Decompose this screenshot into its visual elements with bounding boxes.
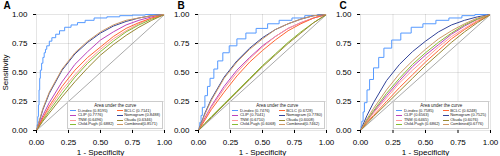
svg-text:B: B <box>178 0 185 11</box>
svg-text:0.00: 0.00 <box>336 126 352 135</box>
svg-text:1 - Specificity: 1 - Specificity <box>77 148 125 156</box>
svg-text:1 - Specificity: 1 - Specificity <box>402 148 450 156</box>
svg-text:0.50: 0.50 <box>336 68 352 77</box>
svg-text:1.00: 1.00 <box>483 138 499 147</box>
svg-text:0.75: 0.75 <box>174 39 190 48</box>
svg-text:1.00: 1.00 <box>174 10 190 19</box>
svg-text:0.75: 0.75 <box>287 138 303 147</box>
html-text:Nomogram (0.8488): Nomogram (0.8488) <box>124 112 160 118</box>
html-text:CLIP (0.7776): CLIP (0.7776) <box>77 112 103 118</box>
html-text:Combined(0.8571): Combined(0.8571) <box>124 121 158 127</box>
svg-text:1.00: 1.00 <box>157 138 173 147</box>
svg-text:0.75: 0.75 <box>125 138 141 147</box>
svg-text:1 - Specificity: 1 - Specificity <box>239 148 287 156</box>
html-text:TNM (0.6710): TNM (0.6710) <box>239 116 265 122</box>
svg-text:0.00: 0.00 <box>174 126 190 135</box>
svg-text:0.00: 0.00 <box>12 126 28 135</box>
html-text:Nomogram (0.7525): Nomogram (0.7525) <box>450 112 486 118</box>
html-text:TNM (0.6496): TNM (0.6496) <box>77 116 103 122</box>
svg-text:0.25: 0.25 <box>336 97 352 106</box>
svg-text:0.25: 0.25 <box>385 138 401 147</box>
svg-text:0.25: 0.25 <box>12 97 28 106</box>
html-text:Okuda (0.6008): Okuda (0.6008) <box>286 116 314 122</box>
svg-text:0.00: 0.00 <box>29 138 45 147</box>
html-text:CLIP (0.7041): CLIP (0.7041) <box>239 112 265 118</box>
html-text:Area under the curve: Area under the curve <box>420 103 463 109</box>
svg-text:0.50: 0.50 <box>12 68 28 77</box>
svg-text:Sensitivity: Sensitivity <box>1 54 10 90</box>
html-text:Child-Pugh (0.6882): Child-Pugh (0.6882) <box>77 121 114 127</box>
html-text:Area under the curve: Area under the curve <box>94 103 137 109</box>
svg-text:A: A <box>4 0 11 11</box>
html-text:Nomogram (0.7780): Nomogram (0.7780) <box>286 112 322 118</box>
html-text:Okuda (0.6076): Okuda (0.6076) <box>450 116 478 122</box>
svg-text:C: C <box>340 0 347 11</box>
svg-text:0.50: 0.50 <box>93 138 109 147</box>
svg-text:0.50: 0.50 <box>174 68 190 77</box>
svg-text:0.50: 0.50 <box>255 138 271 147</box>
svg-text:0.25: 0.25 <box>174 97 190 106</box>
html-text:Combined(0.6776): Combined(0.6776) <box>450 121 484 127</box>
svg-text:0.25: 0.25 <box>223 138 239 147</box>
html-text:BCLC (0.6728): BCLC (0.6728) <box>286 107 313 113</box>
svg-text:1.00: 1.00 <box>336 10 352 19</box>
svg-text:1.00: 1.00 <box>12 10 28 19</box>
svg-text:0.75: 0.75 <box>336 39 352 48</box>
svg-text:1.00: 1.00 <box>319 138 335 147</box>
html-text:TNM (0.6465): TNM (0.6465) <box>403 116 429 122</box>
html-text:Child-Pugh (0.6862): Child-Pugh (0.6862) <box>403 121 440 127</box>
html-text:CLIP (0.6563): CLIP (0.6563) <box>403 112 429 118</box>
html-text:BCLC (0.6248): BCLC (0.6248) <box>450 107 477 113</box>
svg-text:0.75: 0.75 <box>450 138 466 147</box>
html-text:Area under the curve: Area under the curve <box>256 103 299 109</box>
html-text:D-index (0.7585): D-index (0.7585) <box>403 107 434 113</box>
html-text:D-index (0.7476): D-index (0.7476) <box>239 107 270 113</box>
html-text:Child-Pugh (0.6068): Child-Pugh (0.6068) <box>239 121 276 127</box>
html-text:BCLC (0.7141): BCLC (0.7141) <box>124 107 151 113</box>
html-text:Combined(0.7462): Combined(0.7462) <box>286 121 320 127</box>
svg-text:0.75: 0.75 <box>12 39 28 48</box>
html-text:Okuda (0.6346): Okuda (0.6346) <box>124 116 152 122</box>
svg-text:0.25: 0.25 <box>61 138 77 147</box>
svg-text:0.00: 0.00 <box>191 138 207 147</box>
svg-text:0.50: 0.50 <box>418 138 434 147</box>
html-text:D-index (0.8195): D-index (0.8195) <box>77 107 108 113</box>
svg-text:0.00: 0.00 <box>353 138 369 147</box>
